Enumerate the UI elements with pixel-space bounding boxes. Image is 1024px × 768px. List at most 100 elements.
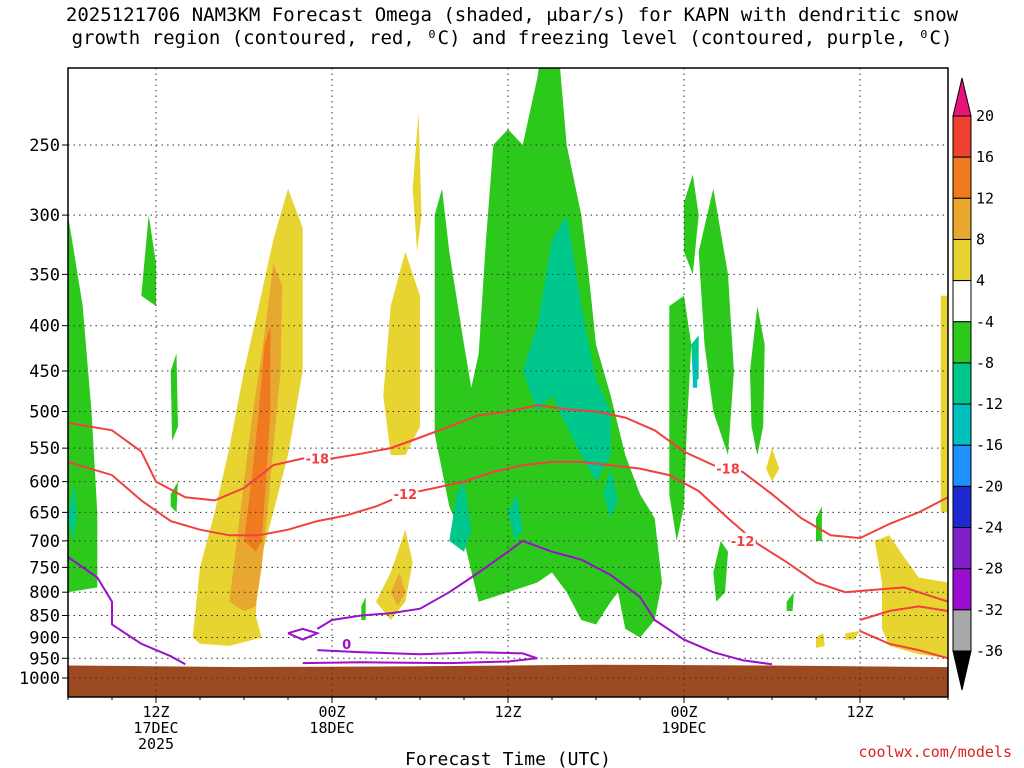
contour-line [68,556,186,666]
omega-region [669,295,692,541]
chart-title-line1: 2025121706 NAM3KM Forecast Omega (shaded… [65,4,959,26]
colorbar-label: -16 [976,436,1003,454]
colorbar-segment [952,568,972,611]
colorbar-label: -36 [976,642,1003,660]
omega-region [816,506,822,541]
colorbar-label: -20 [976,477,1003,495]
y-tick-label: 700 [29,532,60,552]
omega-region [522,215,611,482]
colorbar-label: -4 [976,313,994,331]
colorbar-segment [952,444,972,487]
y-tick-label: 300 [29,206,60,226]
omega-region [376,529,413,620]
grid-lines [68,68,948,697]
contour-label: -12 [394,488,418,503]
contour-label-bg [715,460,741,476]
omega-region [390,572,406,607]
y-tick-label: 850 [29,607,60,627]
contour-label-bg [304,450,331,466]
colorbar-top-arrow [952,77,972,117]
y-tick-label: 1000 [19,669,60,689]
colorbar-label: -24 [976,519,1003,537]
x-tick-label: 00Z [670,703,697,721]
contour-label-bg [392,486,419,502]
x-tick-label: 17DEC [133,719,178,737]
y-tick-label: 750 [29,558,60,578]
omega-region [68,481,77,541]
y-tick-label: 600 [29,473,60,493]
y-tick-label: 350 [29,265,60,285]
contour-label-bg [333,635,360,651]
omega-region [786,592,794,611]
terrain-fill [68,664,948,697]
contour-label-bg [729,532,756,548]
omega-region [244,325,271,552]
omega-region [845,631,860,640]
omega-region [766,448,780,482]
colorbar-label: 16 [976,148,994,166]
x-tick-label: 2025 [138,735,174,753]
y-tick-label: 950 [29,649,60,669]
colorbar-label: 4 [976,272,985,290]
omega-region [508,494,523,541]
omega-region [713,540,728,602]
x-tick-label: 12Z [846,703,873,721]
x-tick-label: 00Z [318,703,345,721]
colorbar-label: 8 [976,230,985,248]
contour-line [302,649,538,665]
y-axis: 2503003504004505005506006507007508008509… [19,136,68,689]
colorbar-segment [952,197,972,240]
contour-label: -12 [731,535,755,550]
omega-region [750,306,765,456]
chart-title: 2025121706 NAM3KM Forecast Omega (shaded… [0,4,1024,50]
omega-region [170,481,178,513]
contour-line [859,630,948,660]
y-tick-label: 650 [29,503,60,523]
colorbar-segment [952,403,972,446]
colorbar: 20 16 12 8 4 -4 -8 -12 -16 -20 -24 -28 -32 -36 [952,77,1003,691]
contour-lines: -18 -18 -12 -12 0 [68,404,948,666]
omega-region [816,633,825,648]
y-tick-label: 800 [29,583,60,603]
contour-label: 0 [342,638,351,653]
contour-label: -18 [716,463,740,478]
x-tick-label: 18DEC [309,719,354,737]
omega-region [170,353,178,442]
colorbar-segment [952,321,972,364]
y-tick-label: 450 [29,362,60,382]
omega-region [698,188,734,456]
y-tick-label: 550 [29,439,60,459]
y-tick-label: 900 [29,628,60,648]
contour-label: -18 [306,452,330,467]
omega-region [940,295,948,513]
colorbar-label: 12 [976,189,994,207]
y-tick-label: 400 [29,317,60,337]
contour-line [859,605,948,621]
omega-shading [68,68,948,659]
y-tick-label: 500 [29,403,60,423]
chart-title-line2: growth region (contoured, red, ⁰C) and f… [71,27,953,49]
colorbar-label: 20 [976,107,994,125]
credit-text: coolwx.com/models [858,743,1012,761]
colorbar-segment [952,485,972,529]
colorbar-segment [952,362,972,405]
colorbar-segment [952,609,972,652]
y-tick-label: 250 [29,136,60,156]
colorbar-label: -12 [976,395,1003,413]
colorbar-bottom-arrow [952,650,972,691]
omega-region [889,624,899,636]
contour-line [287,627,321,641]
contour-line [316,539,773,666]
colorbar-segment [952,156,972,199]
colorbar-segment [952,527,972,570]
omega-region [383,251,420,456]
colorbar-segment [952,115,972,158]
omega-region [141,215,156,306]
x-axis-title: Forecast Time (UTC) [405,749,611,768]
omega-region [412,112,422,252]
omega-region [449,481,472,552]
colorbar-segment [952,280,972,323]
omega-region [684,174,699,275]
